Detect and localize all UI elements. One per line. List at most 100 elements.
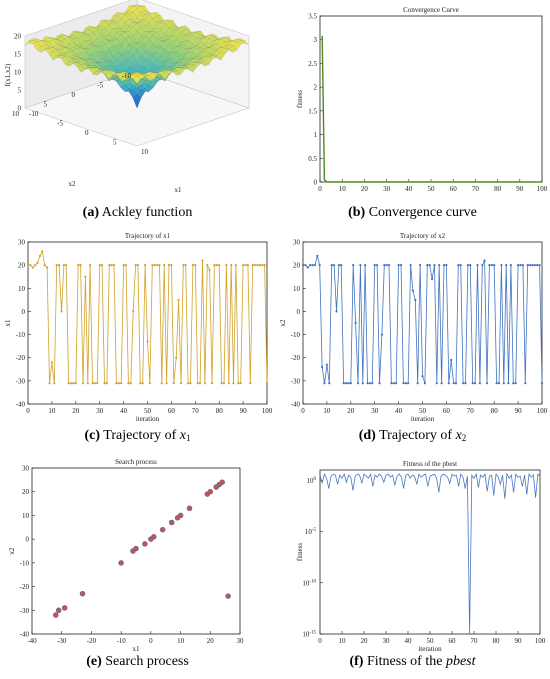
trajectory-point <box>249 382 252 385</box>
trajectory-point <box>445 264 448 267</box>
search-point <box>61 605 68 611</box>
trajectory-point <box>342 382 345 385</box>
x-tick-label: 60 <box>168 407 176 415</box>
trajectory-point <box>124 264 128 267</box>
trajectory-point <box>110 264 113 267</box>
chart-title: Convergence Curve <box>403 6 459 14</box>
trajectory-point <box>376 264 379 267</box>
trajectory-point <box>206 264 209 267</box>
trajectory-point <box>323 382 326 385</box>
caption-d-sub: 2 <box>461 433 467 443</box>
trajectory-point <box>62 264 65 267</box>
trajectory-point <box>84 275 87 278</box>
y-tick-label: 10 <box>293 285 301 293</box>
trajectory-point <box>196 382 199 385</box>
trajectory-point <box>438 264 441 267</box>
y-tick-label: 0 <box>72 91 76 99</box>
trajectory-point <box>117 382 120 385</box>
trajectory-point <box>349 382 352 385</box>
trajectory-point <box>34 264 37 267</box>
search-point <box>207 488 214 495</box>
trajectory-point <box>524 382 527 385</box>
trajectory-point <box>77 264 80 267</box>
trajectory-point <box>519 264 522 267</box>
trajectory-point <box>526 264 529 267</box>
trajectory-point <box>459 264 462 267</box>
trajectory-point <box>368 382 371 385</box>
x-tick-label: 0 <box>318 185 322 193</box>
x-tick-label: 50 <box>144 407 152 415</box>
caption-c: (c) Trajectory of x1 <box>0 428 275 444</box>
trajectory-point <box>127 382 130 385</box>
trajectory-point <box>514 382 517 385</box>
z-tick-label: 0 <box>18 105 22 113</box>
caption-b-letter: (b) <box>348 205 366 220</box>
convergence-line <box>321 35 542 183</box>
trajectory-point <box>505 264 508 267</box>
trajectory-point <box>474 382 477 385</box>
trajectory-point <box>36 261 39 264</box>
caption-d-var: x <box>455 428 462 443</box>
trajectory-point <box>301 264 305 267</box>
search-point <box>186 505 193 512</box>
plot-frame <box>319 15 543 183</box>
trajectory-point <box>158 264 161 267</box>
trajectory-point <box>356 382 360 385</box>
trajectory-point <box>399 264 403 267</box>
trajectory-point <box>352 264 355 267</box>
x-tick-label: 20 <box>207 637 215 645</box>
search-point <box>53 612 59 618</box>
x-tick-label: 100 <box>537 185 548 193</box>
search-point <box>118 560 124 566</box>
trajectory-point <box>528 264 532 267</box>
trajectory-point <box>43 264 46 267</box>
trajectory-point <box>466 264 469 267</box>
y-tick-base: 10 <box>302 579 310 587</box>
y-tick-label: 5 <box>44 101 48 109</box>
x-tick-label: 20 <box>361 637 369 645</box>
trajectory-point <box>175 356 178 359</box>
trajectory-point <box>540 382 544 385</box>
x-axis-label: iteration <box>136 415 160 423</box>
trajectory-point <box>404 382 407 385</box>
trajectory-point <box>184 264 187 267</box>
trajectory-point <box>201 259 204 262</box>
x-tick-label: 80 <box>494 185 502 193</box>
trajectory-point <box>490 264 493 267</box>
trajectory-x2-chart: Trajectory of x20 10 20 30 40 50 60 70 80 90 10030… <box>279 232 548 423</box>
x-tick-label: 60 <box>443 407 451 415</box>
trajectory-point <box>411 289 414 292</box>
trajectory-point <box>337 264 340 267</box>
trajectory-point <box>170 264 173 267</box>
trajectory-point <box>409 264 412 267</box>
trajectory-point <box>112 264 116 267</box>
trajectory-point <box>177 298 180 301</box>
z-tick-label: 5 <box>18 87 22 95</box>
x-tick-label: 0 <box>85 129 89 137</box>
trajectory-point <box>160 382 163 385</box>
caption-e-letter: (e) <box>86 654 102 669</box>
x-tick-label: 30 <box>383 185 391 193</box>
trajectory-point <box>385 264 388 267</box>
trajectory-point <box>423 382 426 385</box>
caption-c-var: x <box>179 428 186 443</box>
x-tick-label: 60 <box>450 185 458 193</box>
y-tick-exponent: -10 <box>309 579 316 584</box>
x-tick-label: -40 <box>27 637 37 645</box>
trajectory-point <box>359 264 362 267</box>
trajectory-point <box>447 382 450 385</box>
trajectory-point <box>512 382 515 385</box>
y-tick-label: 10-15 <box>302 631 316 639</box>
y-tick-label: 10 <box>18 285 26 293</box>
trajectory-point <box>239 382 242 385</box>
trajectory-point <box>67 382 70 385</box>
fitness-line <box>319 472 541 635</box>
x-tick-label: 0 <box>318 637 322 645</box>
trajectory-point <box>364 264 367 267</box>
trajectory-point <box>442 264 446 267</box>
z-tick-label: 10 <box>14 69 22 77</box>
x-tick-label: 30 <box>383 637 391 645</box>
x-tick-label: -10 <box>116 637 126 645</box>
trajectory-point <box>187 382 190 385</box>
caption-a-text: Ackley function <box>101 205 193 220</box>
